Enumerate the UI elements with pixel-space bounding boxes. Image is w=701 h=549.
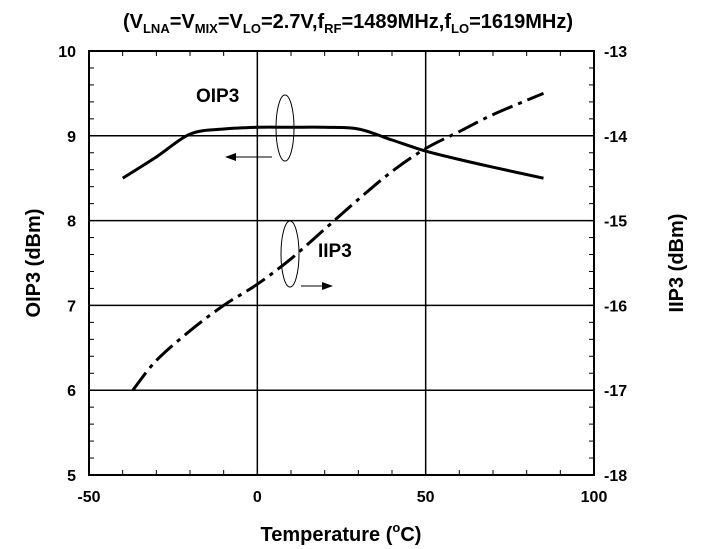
chart-title: (VLNA=VMIX=VLO=2.7V,fRF=1489MHz,fLO=1619… — [123, 11, 573, 36]
grid — [88, 50, 595, 476]
y-right-tick-label: -14 — [604, 129, 627, 146]
y-axis-left-title: OIP3 (dBm) — [23, 209, 45, 318]
tick-marks — [89, 51, 594, 475]
y-right-tick-label: -13 — [604, 44, 627, 61]
x-tick-label: 100 — [581, 489, 608, 506]
y-left-tick-label: 7 — [67, 298, 76, 315]
tick-labels: -50 0 50 100 5 -18 6 -17 7 -16 8 -15 9 -14 10 -13 — [58, 44, 627, 506]
y-left-tick-label: 5 — [67, 468, 76, 485]
series-line-iip3 — [131, 92, 545, 392]
y-right-tick-label: -18 — [604, 468, 627, 485]
x-axis-title: Temperature (oC) — [261, 520, 422, 546]
series-label-iip3: IIP3 — [318, 241, 352, 262]
x-tick-label: 50 — [417, 489, 435, 506]
y-left-tick-label: 9 — [67, 129, 76, 146]
x-tick-label: 0 — [253, 489, 262, 506]
x-tick-label: -50 — [77, 489, 100, 506]
y-left-tick-label: 6 — [67, 383, 76, 400]
oip3-ellipse — [275, 94, 295, 162]
y-right-tick-label: -17 — [604, 383, 627, 400]
y-axis-right-title: IIP3 (dBm) — [666, 214, 688, 313]
left-arrow — [225, 153, 272, 161]
y-left-tick-label: 8 — [67, 214, 76, 231]
plot-frame — [88, 50, 595, 476]
iip3-ellipse — [280, 220, 300, 288]
y-left-tick-label: 10 — [58, 44, 76, 61]
series-line-oip3 — [121, 125, 544, 180]
series-label-oip3: OIP3 — [196, 86, 239, 107]
y-right-tick-label: -16 — [604, 298, 627, 315]
series-group — [121, 92, 545, 392]
right-arrow — [301, 282, 333, 290]
y-right-tick-label: -15 — [604, 214, 627, 231]
